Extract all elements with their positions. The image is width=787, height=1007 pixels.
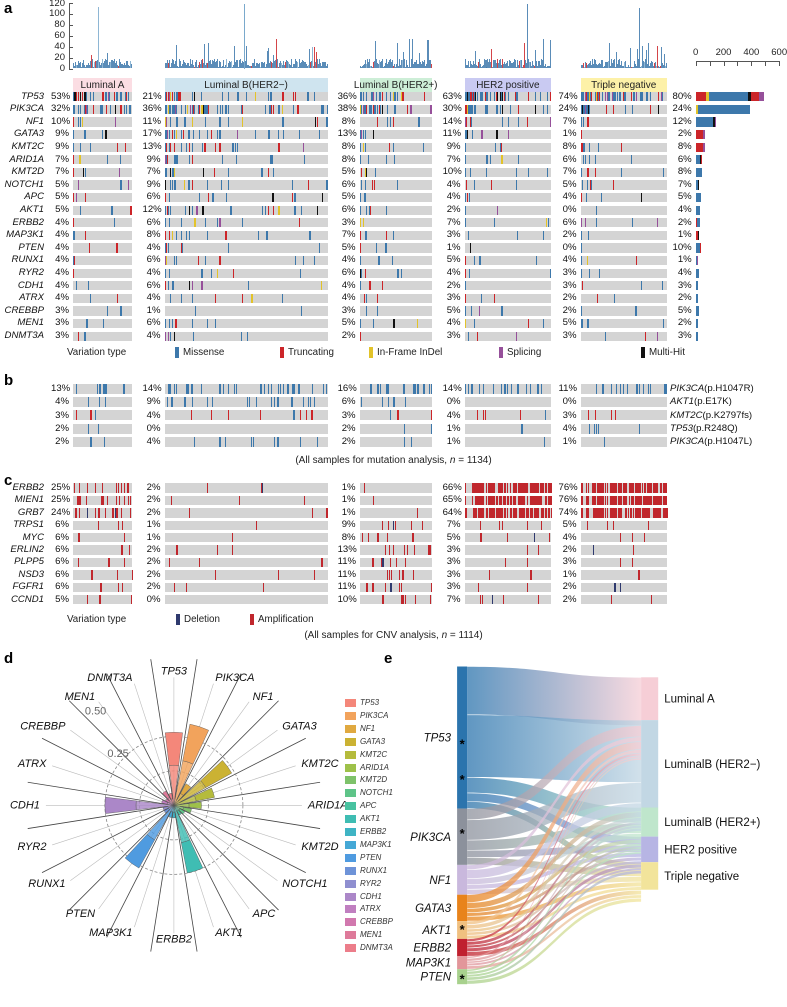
svg-text:ERBB2: ERBB2 <box>156 933 192 945</box>
svg-text:NF1: NF1 <box>253 691 274 703</box>
svg-text:DNMT3A: DNMT3A <box>87 672 132 684</box>
svg-text:PTEN: PTEN <box>66 908 95 920</box>
svg-text:PIK3CA: PIK3CA <box>410 832 451 844</box>
svg-text:AKT1: AKT1 <box>421 925 451 937</box>
svg-text:NF1: NF1 <box>429 875 451 887</box>
svg-text:ARID1A: ARID1A <box>307 799 348 811</box>
svg-text:HER2 positive: HER2 positive <box>664 844 737 856</box>
svg-text:TP53: TP53 <box>161 665 188 677</box>
svg-text:PIK3CA: PIK3CA <box>215 672 254 684</box>
svg-text:ATRX: ATRX <box>17 758 47 770</box>
svg-text:MAP3K1: MAP3K1 <box>89 927 132 939</box>
svg-text:0.25: 0.25 <box>107 748 128 760</box>
svg-text:Triple negative: Triple negative <box>664 871 739 883</box>
svg-text:Luminal A: Luminal A <box>664 694 715 706</box>
svg-text:KMT2C: KMT2C <box>301 758 338 770</box>
svg-text:CDH1: CDH1 <box>10 799 40 811</box>
svg-text:MAP3K1: MAP3K1 <box>406 958 451 970</box>
svg-text:NOTCH1: NOTCH1 <box>282 878 327 890</box>
svg-text:LuminalB (HER2+): LuminalB (HER2+) <box>664 817 760 829</box>
svg-text:LuminalB (HER2−): LuminalB (HER2−) <box>664 759 760 771</box>
svg-text:GATA3: GATA3 <box>415 903 452 915</box>
svg-text:CREBBP: CREBBP <box>20 721 66 733</box>
svg-text:RYR2: RYR2 <box>18 841 47 853</box>
svg-text:ERBB2: ERBB2 <box>413 943 451 955</box>
svg-text:TP53: TP53 <box>424 733 452 745</box>
svg-text:KMT2D: KMT2D <box>301 841 338 853</box>
svg-text:0.50: 0.50 <box>85 705 106 717</box>
svg-text:PTEN: PTEN <box>420 972 451 984</box>
svg-text:GATA3: GATA3 <box>282 721 317 733</box>
svg-text:MEN1: MEN1 <box>65 691 96 703</box>
svg-text:AKT1: AKT1 <box>214 927 243 939</box>
svg-text:APC: APC <box>252 908 276 920</box>
svg-text:RUNX1: RUNX1 <box>28 878 65 890</box>
